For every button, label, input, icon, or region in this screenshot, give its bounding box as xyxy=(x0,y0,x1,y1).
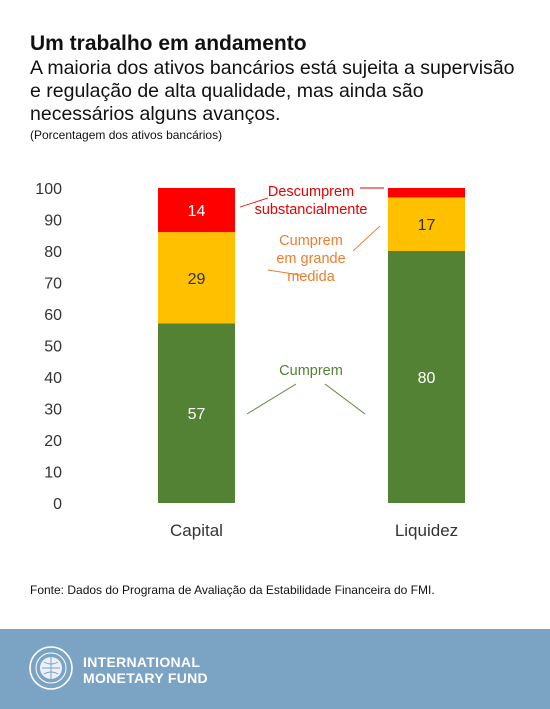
units-note: (Porcentagem dos ativos bancários) xyxy=(30,128,223,142)
bar-segment xyxy=(388,197,465,251)
x-tick-label: Capital xyxy=(170,521,223,540)
leader-line xyxy=(239,197,269,208)
bar-segment xyxy=(158,188,235,233)
y-tick-label: 70 xyxy=(44,276,62,293)
bar-segment xyxy=(158,232,235,324)
bar-data-labels: 57 29 14 80 17 xyxy=(188,203,436,423)
leader-lines xyxy=(239,187,384,415)
bars xyxy=(158,188,465,503)
leader-line xyxy=(324,383,366,415)
org-name-line-2: MONETARY FUND xyxy=(83,670,208,686)
series-label-line: medida xyxy=(287,269,335,285)
bar-segment xyxy=(388,188,465,198)
source-note: Fonte: Dados do Programa de Avaliação da… xyxy=(30,583,435,597)
y-tick-label: 10 xyxy=(44,465,62,482)
bar-data-label: 80 xyxy=(418,370,436,387)
bar-data-label: 29 xyxy=(188,271,206,288)
chart-subtitle: A maioria dos ativos bancários está suje… xyxy=(30,57,515,125)
y-tick-label: 80 xyxy=(44,244,62,261)
stacked-bar-chart: 0 10 20 30 40 50 60 70 80 90 100 57 29 14 80 17 Cumpre… xyxy=(35,181,465,540)
series-label-line: substancialmente xyxy=(255,202,368,218)
y-tick-label: 20 xyxy=(44,433,62,450)
x-tick-label: Liquidez xyxy=(395,521,458,540)
series-label: Cumprem xyxy=(279,363,343,379)
x-axis-labels: Capital Liquidez xyxy=(170,521,458,540)
series-label-line: Cumprem xyxy=(279,233,343,249)
series-label-line: em grande xyxy=(276,251,345,267)
bar-segment xyxy=(158,323,235,503)
y-tick-label: 40 xyxy=(44,370,62,387)
y-tick-label: 60 xyxy=(44,307,62,324)
imf-footer: INTERNATIONAL MONETARY FUND xyxy=(0,629,550,709)
org-name-line-1: INTERNATIONAL xyxy=(83,654,201,670)
y-tick-label: 0 xyxy=(53,496,62,513)
leader-line xyxy=(267,269,301,276)
leader-line xyxy=(352,225,381,252)
bar-data-label: 17 xyxy=(418,217,436,234)
series-label-line: Descumprem xyxy=(268,184,354,200)
y-tick-label: 90 xyxy=(44,213,62,230)
imf-seal-logo xyxy=(29,646,73,690)
bar-data-label: 14 xyxy=(188,203,206,220)
series-label-line: Cumprem xyxy=(279,363,343,379)
series-label: Cumprem em grande medida xyxy=(276,233,345,285)
bar-segment xyxy=(388,251,465,503)
chart-title: Um trabalho em andamento xyxy=(30,32,307,55)
bar-data-label: 57 xyxy=(188,406,206,423)
y-axis-ticks: 0 10 20 30 40 50 60 70 80 90 100 xyxy=(35,181,62,513)
leader-line xyxy=(246,383,297,415)
y-tick-label: 30 xyxy=(44,402,62,419)
imf-wordmark: INTERNATIONAL MONETARY FUND xyxy=(83,654,208,686)
y-tick-label: 100 xyxy=(35,181,62,198)
series-label: Descumprem substancialmente xyxy=(255,184,368,218)
y-tick-label: 50 xyxy=(44,339,62,356)
series-labels: Cumprem Cumprem em grande medida Descumprem s… xyxy=(255,184,368,379)
